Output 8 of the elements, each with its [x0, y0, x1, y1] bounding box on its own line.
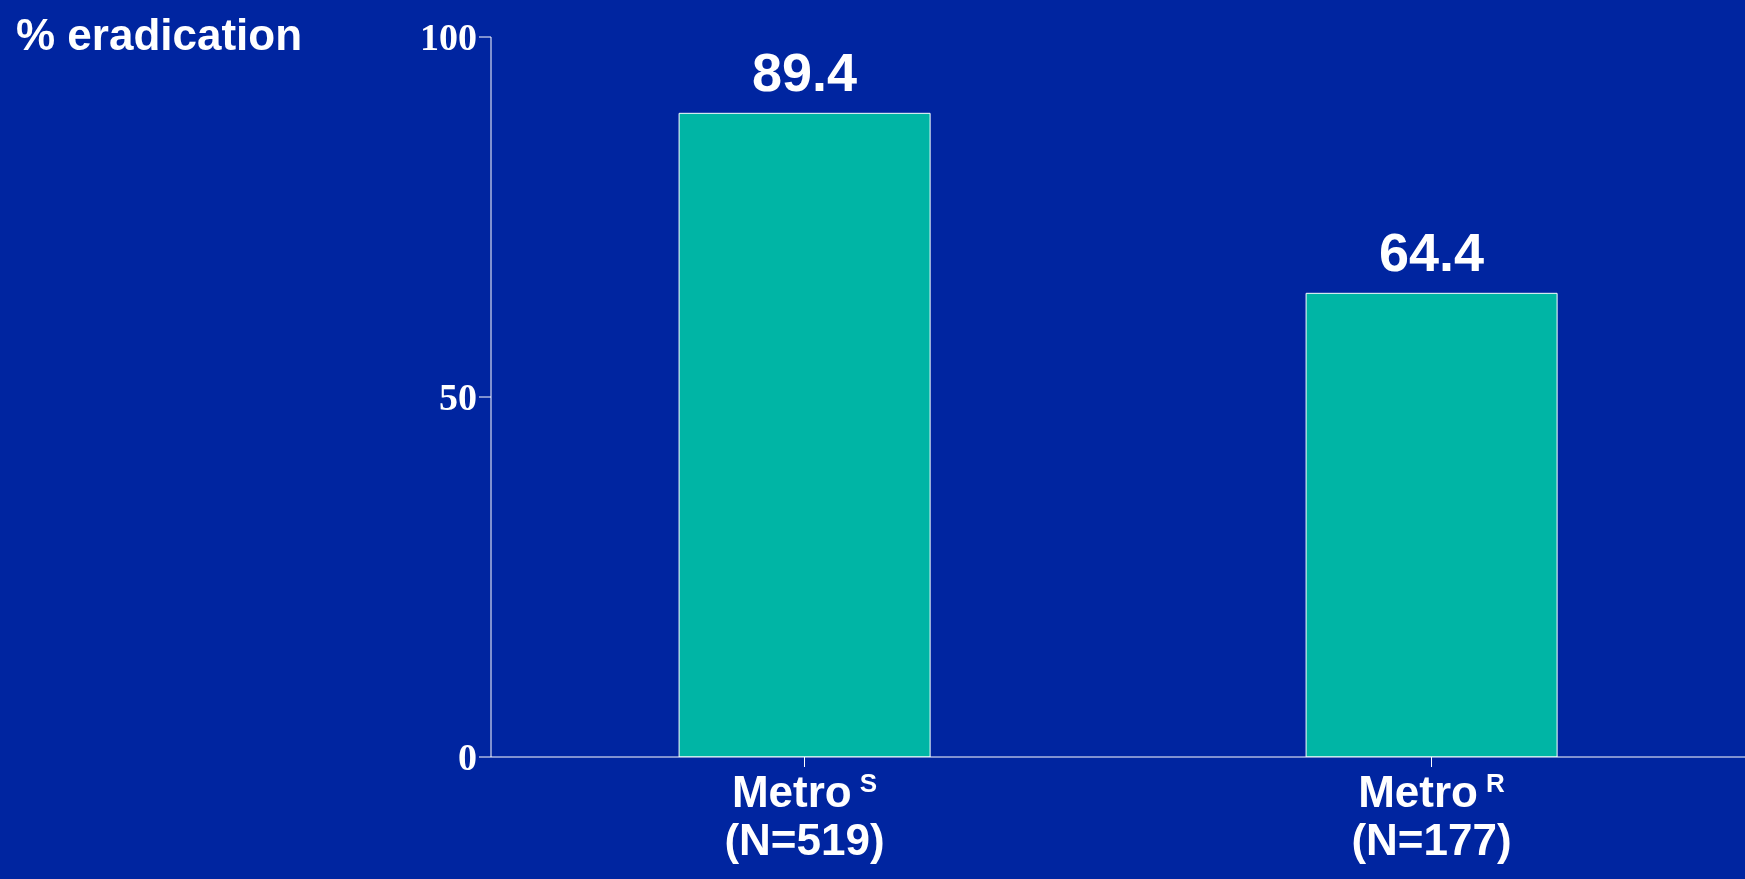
- data-label: 64.4: [1379, 222, 1485, 283]
- x-tick-label: Metro$^{R}$ (N=177): [1351, 767, 1512, 864]
- y-tick-label: 0: [458, 736, 477, 779]
- y-tick-label: 100: [420, 16, 477, 59]
- data-label: 89.4: [752, 42, 858, 103]
- y-tick-label: 50: [439, 376, 477, 419]
- y-axis-title: % eradication: [16, 10, 303, 60]
- x-tick-label: Metro$^{S}$ (N=519): [724, 767, 885, 864]
